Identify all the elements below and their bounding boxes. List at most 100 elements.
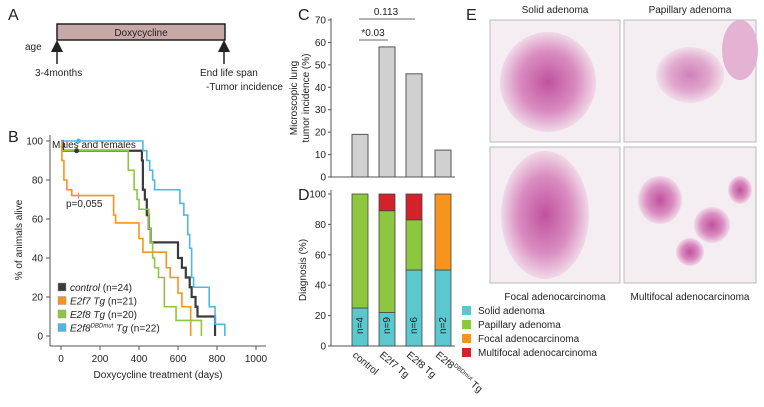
- y-tick-label: 0: [320, 342, 326, 353]
- y-tick-label: 80: [32, 176, 44, 187]
- stack-segment-1: [405, 219, 423, 271]
- incidence-bar-3: [434, 149, 452, 178]
- n-label: n=9: [382, 317, 393, 334]
- panel-label-a: A: [8, 7, 19, 24]
- panel-label-c: C: [298, 7, 310, 24]
- diagnosis-chart: 0 20 40 60 80 100 n=4 control n=9 E2f7 Tg n=6 E2f8 …: [309, 190, 484, 396]
- y-tick-label: 0: [37, 332, 43, 343]
- survival-curve-0: [61, 139, 217, 336]
- label-papillary-adenoma: Papillary adenoma: [649, 5, 732, 16]
- x-tick-label-2: E2f8 Tg: [404, 350, 438, 381]
- legend-label-2: E2f8 Tg (n=20): [70, 310, 137, 321]
- start-label: 3-4months: [35, 68, 82, 79]
- y-tick-label: 100: [26, 137, 43, 148]
- histology-papillary-adenoma: [623, 19, 758, 143]
- y-tick-label: 80: [315, 220, 327, 231]
- x-tick-label-3: E2f8DBDmut Tg: [433, 350, 484, 395]
- histology-solid-adenoma: [489, 19, 621, 143]
- legend-label-1: E2f7 Tg (n=21): [70, 297, 137, 308]
- survival-curve-1: [61, 140, 192, 336]
- x-tick-label-0: control: [350, 350, 380, 378]
- doxycycline-label: Doxycycline: [114, 28, 168, 39]
- y-tick-label: 60: [315, 38, 327, 49]
- legend-swatch-0: [57, 282, 67, 292]
- y-tick-label: 40: [315, 281, 327, 292]
- legend-swatch-2: [462, 334, 471, 343]
- legend-label-2: Focal adenocarcinoma: [478, 334, 580, 345]
- x-tick-label-1: E2f7 Tg: [377, 350, 411, 381]
- incidence-chart: 0 10 20 30 40 50 60 70: [315, 16, 455, 184]
- survival-curve-2: [61, 149, 203, 336]
- legend-swatch-3: [57, 323, 67, 332]
- y-tick-label: 60: [32, 215, 44, 226]
- y-tick-label: 70: [315, 16, 327, 27]
- incidence-bar-0: [351, 133, 369, 178]
- x-tick-label: 200: [92, 354, 109, 365]
- y-axis-label-d: Diagnosis (%): [298, 239, 309, 301]
- y-tick-label: 60: [315, 250, 327, 261]
- legend-swatch-1: [57, 296, 67, 305]
- legend-swatch-2: [57, 309, 67, 319]
- age-label: age: [25, 42, 42, 53]
- x-tick-label: 600: [170, 354, 187, 365]
- y-tick-label: 40: [315, 83, 327, 94]
- chart-b-title: Males and females: [52, 140, 136, 151]
- n-label: n=4: [355, 317, 366, 334]
- tumor-incidence-label: -Tumor incidence: [206, 82, 283, 93]
- y-tick-label: 40: [32, 254, 44, 265]
- stack-segment-3: [378, 193, 396, 212]
- panel-label-d: D: [298, 187, 310, 204]
- label-solid-adenoma: Solid adenoma: [522, 5, 589, 16]
- legend-label-1: Papillary adenoma: [478, 320, 561, 331]
- diagnosis-legend: Solid adenoma Papillary adenoma Focal aden…: [462, 306, 597, 359]
- legend-label-0: control (n=24): [70, 283, 132, 294]
- y-tick-label: 50: [315, 60, 327, 71]
- y-tick-label: 100: [309, 190, 326, 201]
- censor-mark: [74, 148, 80, 154]
- stack-segment-1: [351, 193, 369, 309]
- p-value-annotation: p=0,055: [66, 199, 103, 210]
- y-tick-label: 20: [315, 311, 327, 322]
- x-tick-label: 400: [131, 354, 148, 365]
- stack-segment-3: [405, 193, 423, 221]
- label-multifocal-adenocarcinoma: Multifocal adenocarcinoma: [631, 292, 750, 303]
- y-tick-label: 30: [315, 105, 327, 116]
- legend-swatch-0: [462, 306, 471, 315]
- legend-label-0: Solid adenoma: [478, 306, 545, 317]
- histology-multifocal-adenocarcinoma: [623, 146, 757, 284]
- y-tick-label: 0: [320, 173, 326, 184]
- y-axis-label-c-line2: tumor incidence (%): [301, 54, 312, 143]
- stack-segment-2: [434, 193, 452, 271]
- y-axis-label-c-line1: Microscopic lung: [289, 61, 300, 135]
- end-label: End life span: [200, 68, 258, 79]
- x-tick-label: 800: [209, 354, 226, 365]
- histology-focal-adenocarcinoma: [489, 146, 621, 284]
- n-label: n=2: [438, 317, 449, 334]
- censor-mark: [76, 138, 82, 144]
- x-axis-label-b: Doxycycline treatment (days): [94, 370, 223, 381]
- doxycycline-bar: [56, 23, 226, 41]
- incidence-bar-1: [378, 46, 396, 178]
- y-axis-label-b: % of animals alive: [14, 199, 25, 280]
- n-label: n=6: [409, 317, 420, 334]
- survival-curve-3: [61, 140, 226, 336]
- legend-swatch-1: [462, 320, 471, 329]
- panel-label-b: B: [8, 129, 19, 146]
- stack-segment-1: [378, 210, 396, 313]
- p-value-003: *0.03: [361, 28, 385, 39]
- legend-label-3: Multifocal adenocarcinoma: [478, 348, 597, 359]
- x-tick-label: 0: [58, 354, 64, 365]
- y-axis-label-c: Microscopic lungtumor incidence (%): [289, 54, 312, 143]
- label-focal-adenocarcinoma: Focal adenocarcinoma: [504, 292, 606, 303]
- legend-label-3: E2f8DBDmut Tg (n=22): [70, 324, 160, 335]
- legend-swatch-3: [462, 348, 471, 357]
- incidence-bar-2: [405, 73, 423, 178]
- x-tick-label: 1000: [245, 354, 268, 365]
- panel-label-e: E: [466, 7, 477, 24]
- y-tick-label: 20: [315, 128, 327, 139]
- y-tick-label: 10: [315, 150, 327, 161]
- p-value-0113: 0.113: [374, 7, 399, 18]
